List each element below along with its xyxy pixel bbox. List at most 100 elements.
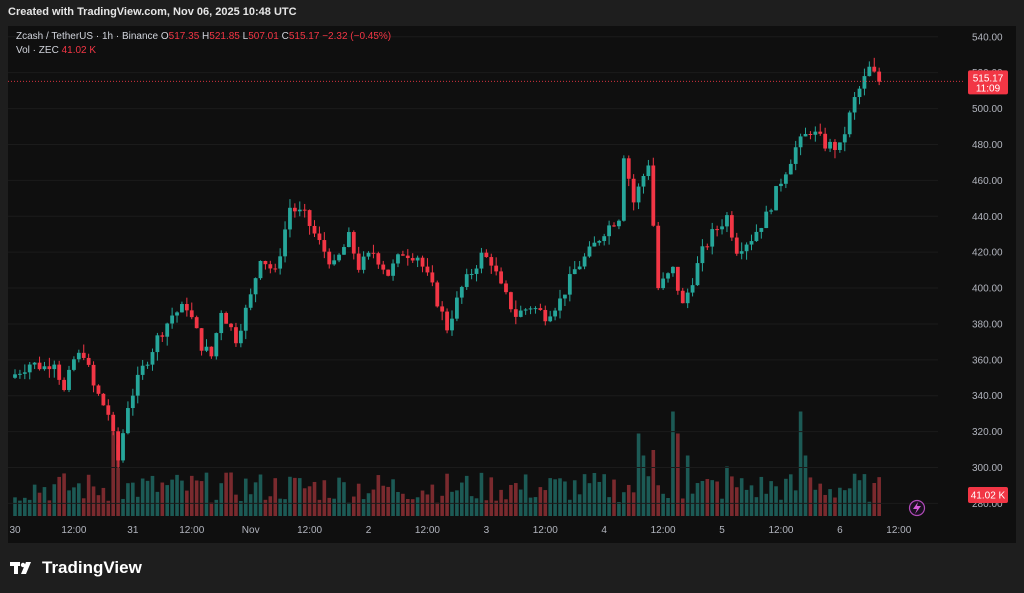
candle-body bbox=[543, 309, 548, 322]
candle-body bbox=[587, 246, 592, 257]
candle-body bbox=[769, 210, 774, 212]
volume-bar bbox=[489, 477, 494, 516]
lightning-icon[interactable] bbox=[908, 499, 926, 517]
candle-body bbox=[783, 174, 788, 184]
volume-bar bbox=[116, 444, 120, 516]
volume-bar bbox=[823, 494, 827, 516]
candle-body bbox=[558, 298, 562, 311]
volume-bar bbox=[602, 474, 606, 516]
candle-body bbox=[690, 285, 695, 293]
candlestick-chart[interactable]: 280.00 300.00 320.00 340.00 360.00 380.00 400.… bbox=[8, 26, 1016, 543]
volume-bar bbox=[248, 494, 253, 516]
candle-body bbox=[145, 364, 150, 366]
volume-bar bbox=[81, 498, 86, 516]
volume-bar bbox=[366, 493, 371, 516]
volume-bar bbox=[391, 479, 395, 516]
volume-bar bbox=[622, 492, 626, 516]
candle-body bbox=[533, 308, 538, 310]
price-tick-label: 460.00 bbox=[972, 176, 1003, 187]
candle-body bbox=[72, 359, 76, 370]
price-tick-label: 280.00 bbox=[972, 499, 1003, 510]
candle-body bbox=[862, 76, 867, 89]
volume-bar bbox=[440, 495, 444, 516]
candle-body bbox=[563, 294, 567, 299]
volume-value: 41.02 K bbox=[61, 45, 97, 56]
volume-bar bbox=[661, 493, 665, 516]
candle-body bbox=[440, 306, 445, 312]
open-label: O bbox=[160, 31, 169, 42]
volume-bar bbox=[690, 493, 695, 516]
candle-body bbox=[52, 364, 57, 370]
price-axis: 280.00 300.00 320.00 340.00 360.00 380.00 400.… bbox=[972, 32, 1003, 510]
candle-body bbox=[160, 335, 165, 337]
candle-body bbox=[400, 254, 405, 256]
volume-bar bbox=[558, 478, 562, 516]
volume-bar bbox=[278, 498, 282, 516]
volume-bar bbox=[101, 487, 106, 516]
price-tick-label: 480.00 bbox=[972, 140, 1003, 151]
candle-body bbox=[680, 290, 685, 304]
candle-body bbox=[828, 141, 832, 149]
volume-bar bbox=[626, 484, 631, 516]
candle-body bbox=[327, 251, 332, 265]
price-tag-countdown: 11:09 bbox=[976, 83, 1001, 94]
volume-bar bbox=[47, 500, 52, 516]
time-tick-label: Nov bbox=[242, 525, 260, 536]
volume-bar bbox=[730, 476, 734, 516]
volume-bar bbox=[351, 496, 356, 516]
volume-bar bbox=[813, 489, 818, 516]
candle-body bbox=[170, 315, 175, 324]
volume-bar bbox=[356, 483, 361, 516]
volume-bar bbox=[96, 495, 101, 516]
volume-bar bbox=[347, 502, 351, 516]
candle-body bbox=[572, 269, 577, 275]
candle-body bbox=[224, 312, 229, 324]
candle-body bbox=[332, 260, 337, 265]
candle-body bbox=[602, 236, 607, 241]
candle-body bbox=[189, 310, 194, 318]
candle-body bbox=[209, 346, 214, 357]
volume-bar bbox=[199, 481, 204, 516]
volume-bar bbox=[754, 497, 759, 516]
close-label: C bbox=[281, 31, 289, 42]
candle-body bbox=[646, 165, 651, 177]
candle-body bbox=[656, 225, 661, 289]
volume-bar bbox=[322, 480, 327, 516]
time-tick-label: 12:00 bbox=[61, 525, 86, 536]
volume-bar bbox=[273, 478, 278, 516]
candle-body bbox=[243, 307, 248, 331]
price-tick-label: 420.00 bbox=[972, 248, 1003, 259]
volume-bar bbox=[106, 500, 111, 516]
candle-body bbox=[479, 252, 484, 269]
volume-bar bbox=[57, 476, 61, 516]
volume-tag-value: 41.02 K bbox=[971, 491, 1006, 502]
volume-bar bbox=[523, 474, 528, 516]
volume-bar bbox=[788, 474, 793, 516]
volume-bar bbox=[297, 478, 302, 516]
price-tick-label: 340.00 bbox=[972, 391, 1003, 402]
candle-body bbox=[37, 362, 42, 370]
candle-body bbox=[803, 134, 808, 137]
time-tick-label: 4 bbox=[601, 525, 607, 536]
volume-bar bbox=[847, 488, 852, 516]
candle-body bbox=[322, 240, 327, 252]
candle-body bbox=[76, 352, 81, 360]
volume-bar bbox=[784, 478, 788, 516]
volume-bar bbox=[646, 476, 651, 516]
symbol-title[interactable]: Zcash / TetherUS · 1h · Binance bbox=[16, 31, 159, 42]
candle-body bbox=[219, 312, 224, 334]
volume-bar bbox=[803, 455, 808, 516]
candle-body bbox=[283, 229, 287, 257]
volume-bar bbox=[680, 498, 685, 516]
volume-bar bbox=[13, 497, 17, 516]
chart-panel[interactable]: 280.00 300.00 320.00 340.00 360.00 380.00 400.… bbox=[8, 26, 1016, 543]
volume-bar bbox=[239, 501, 243, 516]
volume-bar bbox=[484, 500, 489, 516]
candle-body bbox=[415, 257, 420, 261]
volume-bar bbox=[509, 484, 513, 516]
volume-bar bbox=[371, 489, 376, 516]
volume-bar bbox=[425, 494, 430, 516]
price-tick-label: 540.00 bbox=[972, 32, 1003, 43]
volume-bar bbox=[764, 493, 769, 516]
time-tick-label: 12:00 bbox=[768, 525, 793, 536]
